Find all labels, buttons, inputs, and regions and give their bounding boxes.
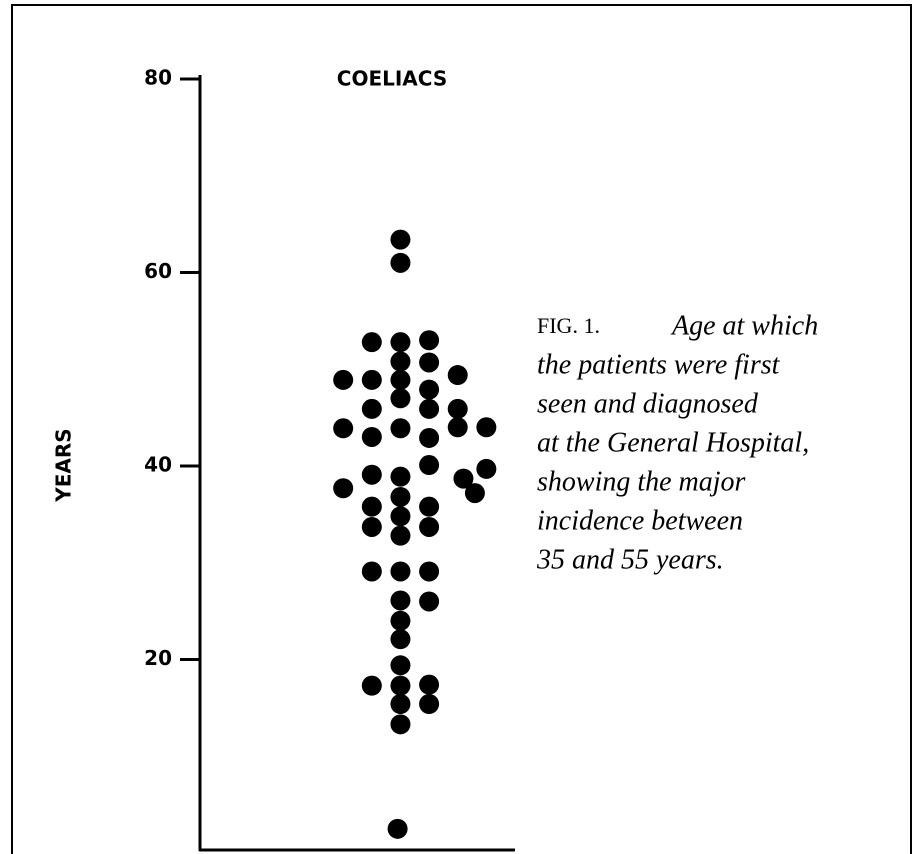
dot bbox=[390, 486, 411, 507]
dot bbox=[453, 468, 474, 489]
dot bbox=[390, 714, 411, 735]
dot bbox=[390, 466, 411, 487]
dot bbox=[390, 561, 411, 582]
dot bbox=[361, 516, 382, 537]
caption-line: the patients were first bbox=[537, 349, 781, 380]
dot bbox=[361, 561, 382, 582]
dot bbox=[419, 694, 440, 715]
dot bbox=[419, 591, 440, 612]
y-tick-label: 40 bbox=[144, 453, 172, 477]
dot bbox=[390, 351, 411, 372]
dot bbox=[390, 388, 411, 409]
dot bbox=[464, 483, 485, 504]
dot bbox=[390, 525, 411, 546]
dot bbox=[476, 417, 497, 438]
dot bbox=[419, 496, 440, 517]
dot bbox=[390, 694, 411, 715]
dot bbox=[361, 496, 382, 517]
dot bbox=[361, 675, 382, 696]
caption-line: at the General Hospital, bbox=[537, 427, 809, 458]
dot bbox=[361, 332, 382, 353]
dot bbox=[390, 610, 411, 631]
dot bbox=[390, 629, 411, 650]
caption-line: Age at which bbox=[670, 310, 818, 341]
dot bbox=[419, 516, 440, 537]
dot bbox=[390, 418, 411, 439]
dot bbox=[447, 417, 468, 438]
dot bbox=[387, 818, 408, 839]
dot bbox=[419, 455, 440, 476]
y-tick-label: 80 bbox=[144, 66, 172, 90]
dot bbox=[419, 352, 440, 373]
dot bbox=[361, 464, 382, 485]
frame bbox=[11, 4, 912, 854]
dot bbox=[390, 229, 411, 250]
dot bbox=[476, 458, 497, 479]
caption-line: seen and diagnosed bbox=[537, 388, 759, 419]
caption-line: showing the major bbox=[537, 466, 746, 497]
dot bbox=[361, 369, 382, 390]
dot bbox=[390, 332, 411, 353]
dot bbox=[419, 379, 440, 400]
dot bbox=[447, 398, 468, 419]
dot bbox=[419, 427, 440, 448]
caption-line: 35 and 55 years. bbox=[536, 544, 724, 575]
dot bbox=[419, 674, 440, 695]
dot bbox=[419, 561, 440, 582]
dot bbox=[333, 478, 354, 499]
dot bbox=[419, 330, 440, 351]
caption-figure: FIG. 1. bbox=[537, 313, 600, 338]
dot bbox=[390, 655, 411, 676]
y-tick-label: 60 bbox=[144, 259, 172, 283]
dot bbox=[447, 365, 468, 386]
dot bbox=[390, 369, 411, 390]
dot bbox=[419, 398, 440, 419]
y-axis-label: YEARS bbox=[52, 428, 76, 502]
dot bbox=[333, 418, 354, 439]
dot bbox=[361, 398, 382, 419]
chart-title: COELIACS bbox=[337, 67, 447, 91]
dot bbox=[390, 252, 411, 273]
dot bbox=[333, 369, 354, 390]
dot bbox=[390, 506, 411, 527]
caption-line: incidence between bbox=[537, 505, 743, 536]
dot bbox=[390, 675, 411, 696]
dot bbox=[390, 590, 411, 611]
y-tick-label: 20 bbox=[144, 646, 172, 670]
dot bbox=[361, 426, 382, 447]
